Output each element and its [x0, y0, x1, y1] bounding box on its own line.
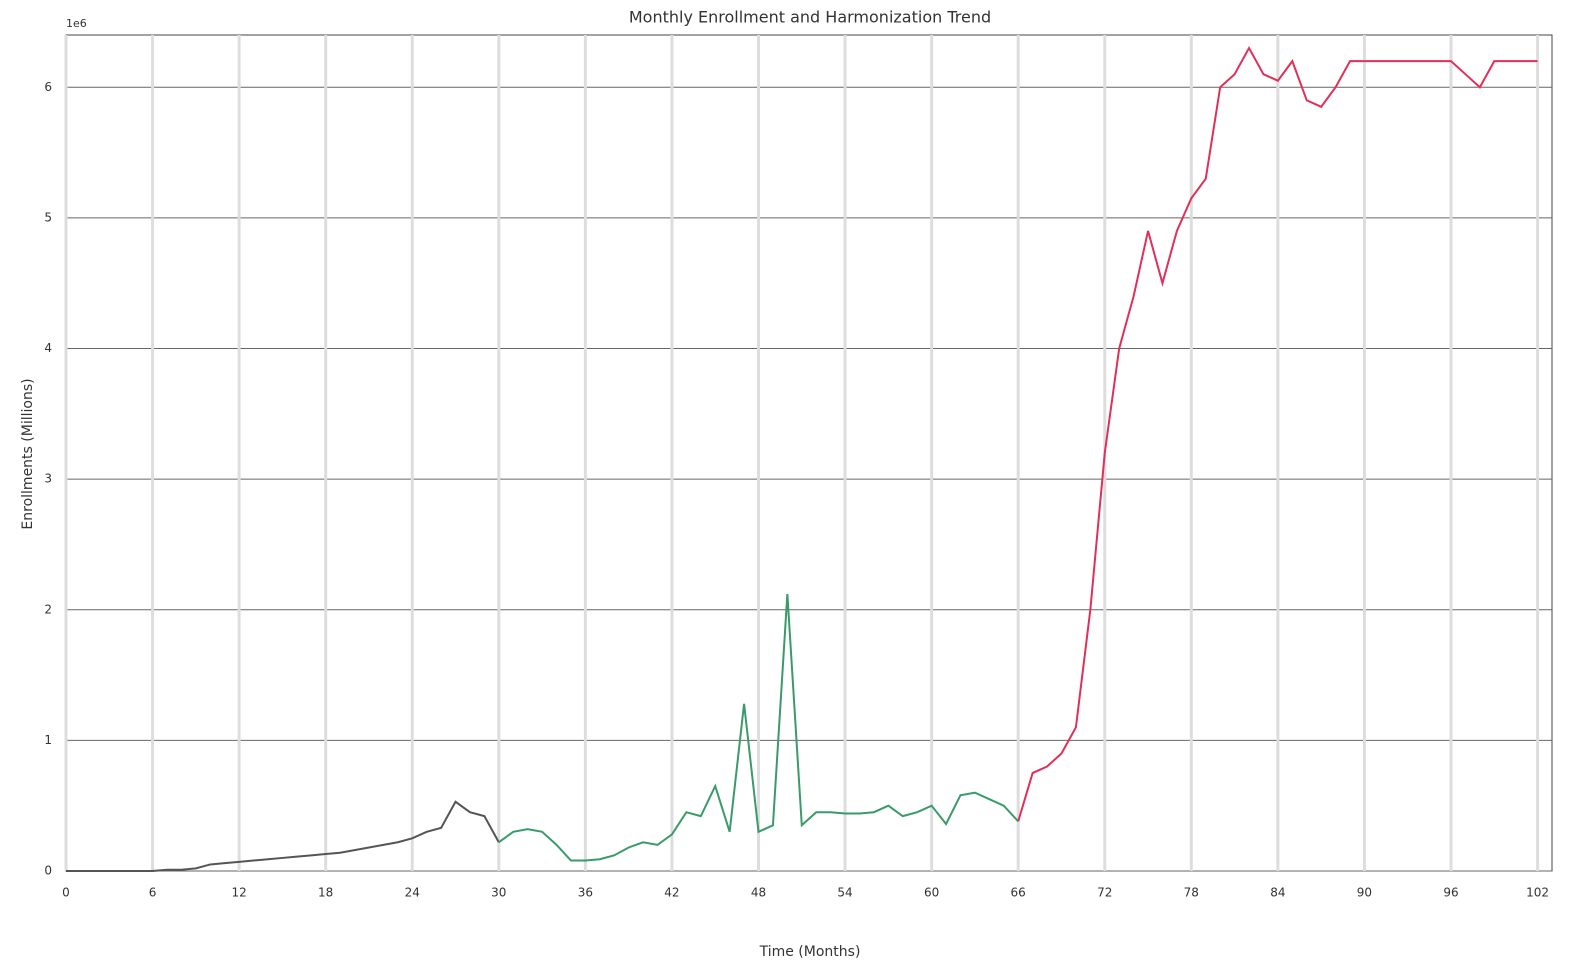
x-tick-label: 84	[1270, 886, 1285, 900]
y-tick-label: 2	[44, 602, 52, 616]
x-tick-label: 72	[1097, 886, 1112, 900]
plot-frame	[65, 34, 1553, 872]
x-tick-label: 36	[578, 886, 593, 900]
x-tick-label: 6	[149, 886, 157, 900]
y-tick-label: 3	[44, 472, 52, 486]
x-tick-label: 96	[1443, 886, 1458, 900]
y-tick-label: 1	[44, 733, 52, 747]
x-axis-label: Time (Months)	[759, 944, 861, 960]
offset-text: 1e6	[66, 17, 87, 30]
x-tick-label: 60	[924, 886, 939, 900]
x-tick-label: 54	[837, 886, 852, 900]
line-series	[66, 800, 500, 872]
x-tick-label: 24	[405, 886, 420, 900]
x-tick-label: 102	[1526, 886, 1549, 900]
line-series	[1017, 45, 1538, 822]
x-tick-label: 78	[1184, 886, 1199, 900]
y-axis-label: Enrollments (Millions)	[20, 378, 36, 529]
x-tick-label: 90	[1357, 886, 1372, 900]
y-tick-label: 0	[44, 864, 52, 878]
x-tick-label: 30	[491, 886, 506, 900]
x-tick-label: 0	[62, 886, 70, 900]
x-tick-label: 42	[664, 886, 679, 900]
line-series	[498, 594, 1019, 862]
x-tick-label: 48	[751, 886, 766, 900]
y-tick-label: 4	[44, 341, 52, 355]
chart-title: Monthly Enrollment and Harmonization Tre…	[629, 8, 991, 27]
x-tick-label: 18	[318, 886, 333, 900]
x-tick-label: 12	[231, 886, 246, 900]
x-tick-label: 66	[1011, 886, 1026, 900]
y-tick-label: 5	[44, 210, 52, 224]
y-tick-label: 6	[44, 80, 52, 94]
